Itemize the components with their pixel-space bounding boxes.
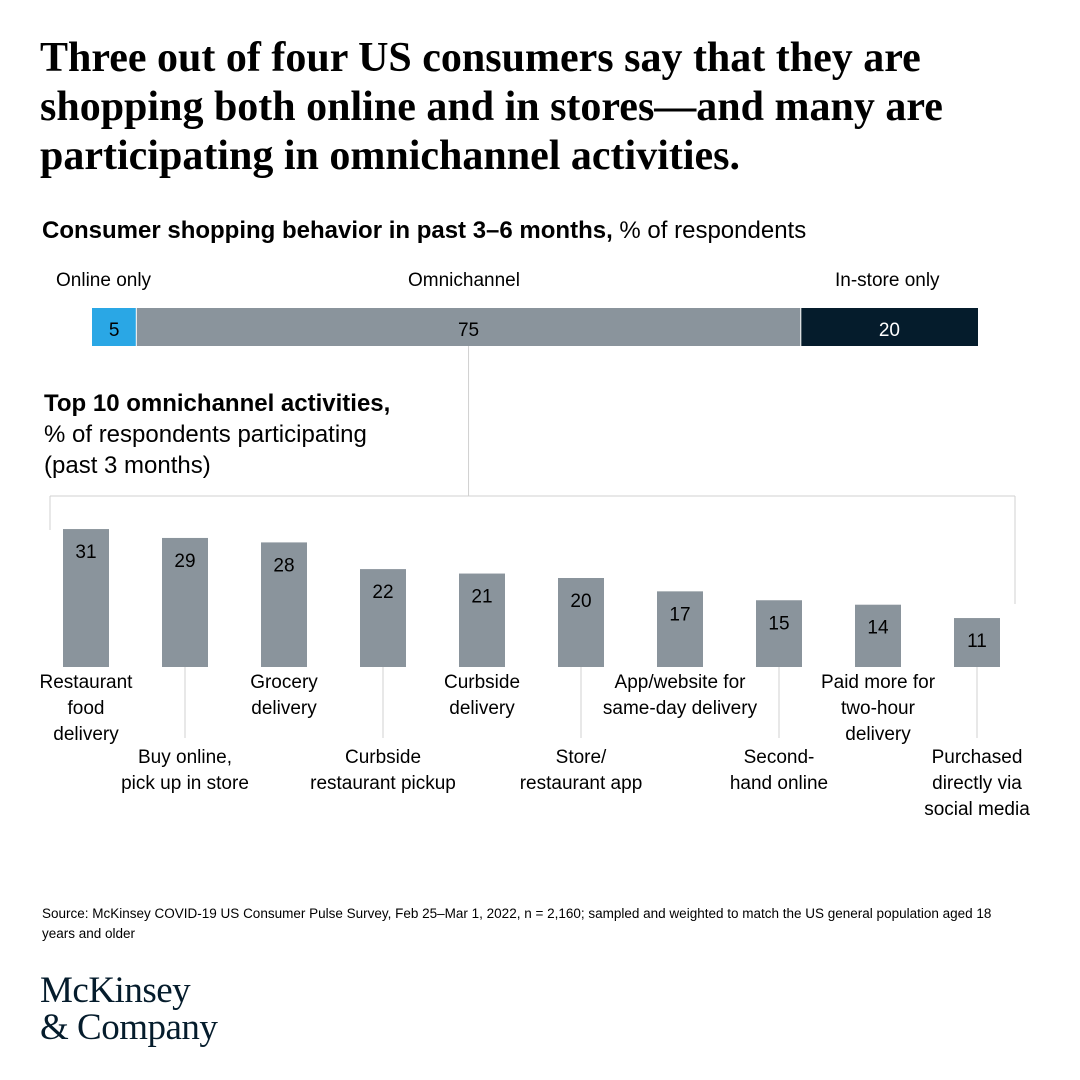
activity-value-label-4: 22	[372, 582, 393, 603]
activities-chart-title-block: Top 10 omnichannel activities, % of resp…	[44, 388, 390, 481]
activity-bar-8	[756, 600, 802, 667]
activity-value-label-9: 14	[867, 618, 889, 639]
activity-value-label-6: 20	[570, 591, 591, 612]
activity-bar-5	[459, 573, 505, 667]
activity-value-label-10: 11	[967, 631, 987, 652]
stacked-chart-title: Consumer shopping behavior in past 3–6 m…	[42, 217, 613, 244]
headline: Three out of four US consumers say that …	[40, 35, 943, 179]
activity-value-label-3: 28	[273, 555, 294, 576]
activities-chart-unit: % of respondents participating	[44, 421, 367, 448]
activities-chart-period: (past 3 months)	[44, 452, 211, 479]
activity-category-label-2: Buy online, pick up in store	[121, 747, 249, 794]
activity-value-label-7: 17	[669, 604, 690, 625]
stacked-segment-3	[800, 308, 978, 346]
activity-category-label-5: Curbside delivery	[443, 672, 521, 719]
stacked-chart-unit: % of respondents	[612, 217, 807, 244]
stacked-value-label-2: 75	[458, 320, 479, 341]
segment-label-online-only: Online only	[56, 270, 152, 291]
stacked-chart-subtitle: Consumer shopping behavior in past 3–6 m…	[42, 216, 806, 246]
activity-category-label-9: Paid more for two-hour delivery	[820, 672, 936, 745]
segment-label-omnichannel: Omnichannel	[408, 270, 520, 291]
activity-category-label-4: Curbside restaurant pickup	[310, 747, 456, 794]
activity-category-label-6: Store/ restaurant app	[519, 747, 643, 794]
activity-bar-1	[63, 529, 109, 667]
activity-value-label-8: 15	[768, 613, 789, 634]
activity-bar-3	[261, 542, 307, 667]
activity-bar-2	[162, 537, 208, 667]
activity-bar-10	[954, 618, 1000, 667]
activity-category-label-8: Second- hand online	[729, 747, 829, 794]
stacked-value-label-1: 5	[109, 320, 120, 341]
activity-bar-9	[855, 604, 901, 667]
activity-category-label-7: App/website for same-day delivery	[602, 672, 758, 719]
stacked-segment-2	[136, 308, 801, 346]
source-note: Source: McKinsey COVID-19 US Consumer Pu…	[42, 906, 992, 941]
logo-line-1: McKinsey	[40, 970, 191, 1011]
segment-label-in-store-only: In-store only	[835, 270, 940, 291]
stacked-segment-1	[92, 308, 137, 346]
activities-chart-title: Top 10 omnichannel activities,	[44, 390, 391, 417]
activity-bar-7	[657, 591, 703, 667]
mckinsey-logo: McKinsey & Company	[40, 970, 218, 1048]
activity-category-label-1: Restaurant food delivery	[39, 672, 133, 745]
activity-bar-6	[558, 578, 604, 667]
stacked-value-label-3: 20	[879, 320, 900, 341]
activity-category-label-10: Purchased directly via social media	[924, 747, 1030, 820]
logo-line-2: & Company	[40, 1007, 218, 1048]
activity-value-label-2: 29	[174, 551, 195, 572]
activity-bar-4	[360, 569, 406, 667]
activity-value-label-1: 31	[75, 542, 96, 563]
activity-value-label-5: 21	[471, 587, 492, 608]
activity-category-label-3: Grocery delivery	[250, 672, 318, 719]
